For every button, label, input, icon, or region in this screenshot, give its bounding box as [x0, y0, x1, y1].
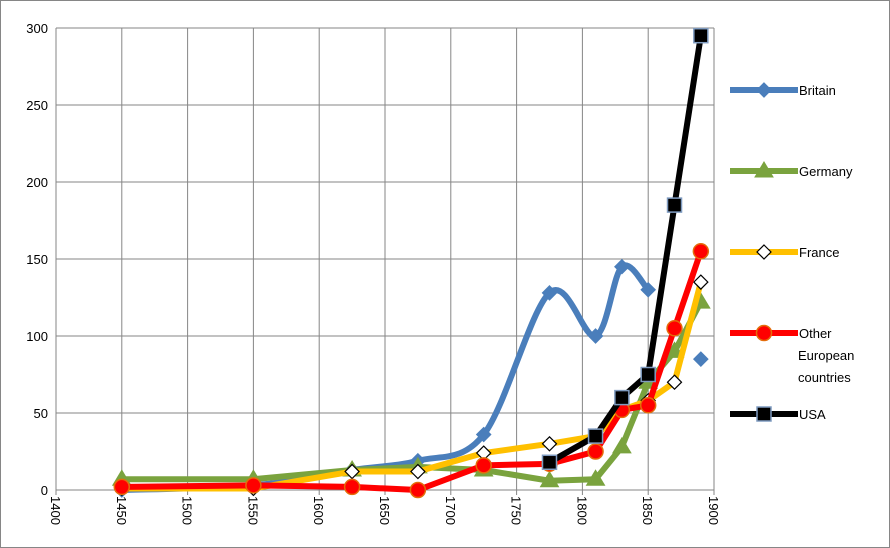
legend-label: USA: [799, 407, 826, 422]
legend-label: Germany: [799, 164, 853, 179]
x-tick-label: 1750: [509, 496, 524, 525]
legend-marker: [756, 406, 772, 422]
x-tick-label: 1450: [114, 496, 129, 525]
y-tick-label: 50: [34, 406, 48, 421]
legend-marker: [756, 244, 772, 260]
marker: [611, 436, 632, 454]
marker: [693, 27, 709, 44]
marker: [541, 454, 558, 471]
marker: [539, 470, 560, 488]
marker: [410, 463, 426, 480]
y-tick-label: 100: [26, 329, 48, 344]
marker: [639, 397, 657, 414]
marker: [541, 435, 558, 452]
marker: [475, 457, 492, 474]
marker: [245, 477, 262, 494]
x-tick-label: 1850: [640, 496, 655, 525]
marker: [640, 281, 657, 298]
marker: [344, 463, 360, 480]
x-tick-label: 1800: [574, 496, 589, 525]
x-tick-label: 1550: [245, 496, 260, 525]
y-tick-label: 0: [41, 483, 48, 498]
marker: [666, 320, 683, 337]
marker: [640, 366, 656, 383]
marker: [475, 426, 492, 443]
marker: [409, 481, 427, 499]
marker: [666, 374, 683, 391]
marker: [587, 443, 604, 460]
marker: [614, 258, 630, 275]
marker: [614, 389, 630, 406]
legend-marker: [755, 324, 773, 342]
x-tick-label: 1500: [180, 496, 195, 525]
x-tick-label: 1400: [48, 496, 63, 525]
marker: [692, 243, 710, 260]
marker: [666, 197, 683, 213]
marker: [587, 428, 604, 444]
y-tick-label: 150: [26, 252, 48, 267]
y-tick-label: 300: [26, 21, 48, 36]
x-tick-label: 1700: [443, 496, 458, 525]
marker: [587, 328, 604, 344]
x-tick-label: 1600: [311, 496, 326, 525]
legend-marker: [756, 82, 772, 98]
marker: [692, 274, 709, 290]
legend-label: France: [799, 245, 839, 260]
x-tick-label: 1900: [706, 496, 721, 525]
legend-label: Britain: [799, 83, 836, 98]
legend-marker: [754, 161, 774, 178]
legend-label: Other European countries: [798, 326, 854, 385]
marker: [585, 469, 606, 486]
y-tick-label: 250: [26, 98, 48, 113]
marker: [343, 478, 361, 496]
marker: [541, 285, 558, 301]
marker: [692, 351, 709, 367]
x-tick-label: 1650: [377, 496, 392, 525]
marker: [113, 478, 131, 496]
y-tick-label: 200: [26, 175, 48, 190]
